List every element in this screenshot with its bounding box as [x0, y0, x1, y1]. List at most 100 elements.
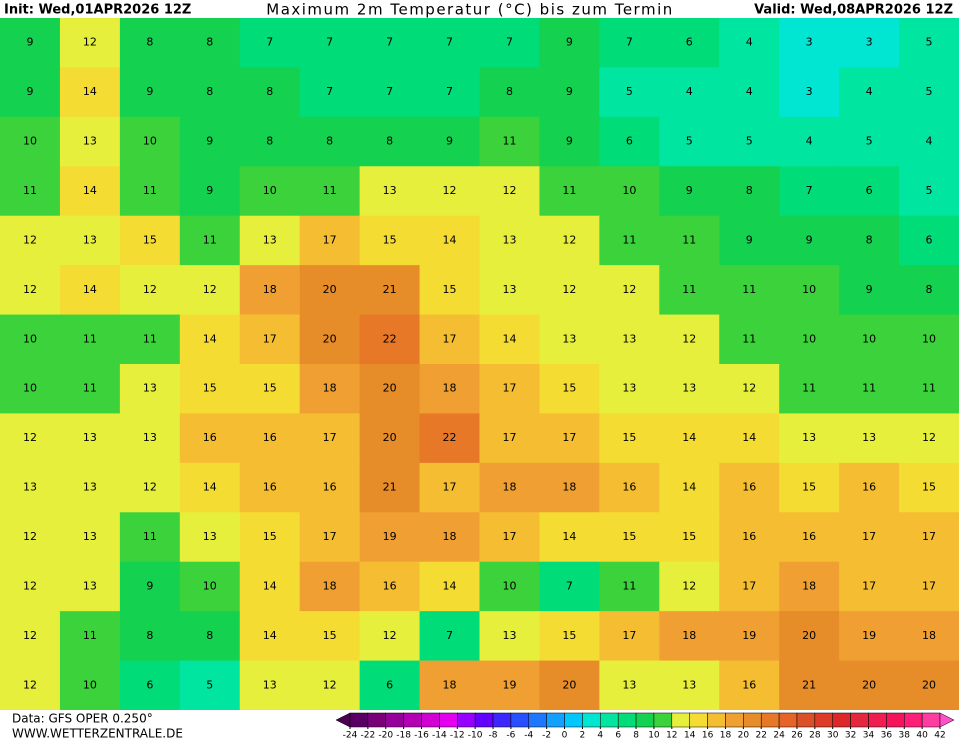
temperature-cell [59, 116, 121, 167]
colorbar-bin [492, 712, 512, 728]
temperature-cell [419, 611, 480, 662]
colorbar-tick-label: 36 [881, 731, 893, 741]
temperature-cell [659, 364, 720, 414]
temperature-cell [239, 18, 301, 68]
temperature-value: 8 [206, 36, 213, 49]
temperature-cell [599, 314, 660, 365]
temperature-cell [599, 18, 660, 68]
temperature-cell [59, 215, 121, 266]
temperature-cell [779, 611, 840, 662]
temperature-value: 22 [383, 332, 397, 345]
temperature-value: 9 [446, 135, 453, 148]
colorbar-bin [743, 712, 762, 728]
temperature-value: 20 [323, 332, 337, 345]
temperature-cell [59, 314, 121, 365]
temperature-value: 14 [83, 85, 97, 98]
temperature-value: 13 [83, 233, 97, 246]
temperature-value: 14 [682, 481, 696, 494]
temperature-cell [59, 660, 121, 711]
temperature-cell [899, 611, 959, 662]
temperature-value: 3 [866, 36, 873, 49]
colorbar-tick-label: -12 [450, 731, 465, 741]
colorbar-tick-label: 22 [755, 731, 766, 741]
temperature-cell [119, 611, 181, 662]
temperature-cell [719, 561, 780, 612]
temperature-value: 7 [506, 36, 513, 49]
temperature-cell [299, 512, 361, 563]
colorbar-bin [903, 712, 923, 728]
temperature-cell [779, 561, 840, 612]
temperature-value: 17 [622, 629, 636, 642]
temperature-cell [0, 364, 61, 414]
temperature-value: 8 [266, 135, 273, 148]
temperature-value: 16 [383, 579, 397, 592]
data-source: Data: GFS OPER 0.250° [12, 712, 153, 726]
temperature-value: 13 [682, 678, 696, 691]
temperature-value: 5 [626, 85, 633, 98]
temperature-value: 18 [502, 481, 516, 494]
temperature-cell [719, 660, 780, 711]
temperature-value: 13 [83, 481, 97, 494]
temperature-value: 5 [866, 135, 873, 148]
temperature-value: 5 [206, 678, 213, 691]
temperature-value: 22 [443, 431, 457, 444]
temperature-value: 9 [566, 85, 573, 98]
temperature-cell [0, 265, 61, 316]
temperature-cell [599, 611, 660, 662]
temperature-cell [299, 561, 361, 612]
colorbar-bin [921, 712, 941, 728]
temperature-value: 12 [682, 579, 696, 592]
temperature-value: 15 [682, 530, 696, 543]
temperature-value: 17 [443, 481, 457, 494]
temperature-cell [359, 462, 421, 513]
temperature-cell [719, 314, 780, 365]
temperature-value: 16 [263, 431, 277, 444]
temperature-value: 13 [682, 382, 696, 395]
temperature-value: 16 [263, 481, 277, 494]
colorbar-bin [850, 712, 869, 728]
temperature-cell [719, 611, 780, 662]
temperature-cell [239, 265, 301, 316]
temperature-cell [419, 413, 480, 464]
temperature-cell [659, 314, 720, 365]
temperature-value: 14 [203, 481, 217, 494]
temperature-value: 16 [862, 481, 876, 494]
temperature-value: 6 [686, 36, 693, 49]
temperature-cell [359, 265, 421, 316]
temperature-cell [179, 611, 241, 662]
temperature-value: 10 [23, 332, 37, 345]
temperature-value: 8 [386, 135, 393, 148]
temperature-value: 5 [926, 85, 933, 98]
temperature-cell [719, 462, 780, 513]
temperature-value: 13 [622, 382, 636, 395]
temperature-cell [239, 364, 301, 414]
colorbar-tick-label: -8 [489, 731, 498, 741]
colorbar-bin [582, 712, 601, 728]
temperature-value: 4 [686, 85, 693, 98]
temperature-value: 17 [502, 382, 516, 395]
temperature-cell [299, 611, 361, 662]
temperature-cell [239, 561, 301, 612]
temperature-cell [599, 413, 660, 464]
temperature-cell [779, 116, 840, 167]
temperature-cell [839, 512, 900, 563]
temperature-value: 6 [146, 678, 153, 691]
temperature-value: 12 [143, 481, 157, 494]
temperature-cell [659, 413, 720, 464]
temperature-cell [419, 265, 480, 316]
temperature-value: 18 [922, 629, 936, 642]
temperature-cell [779, 67, 840, 118]
temperature-value: 14 [502, 332, 516, 345]
temperature-value: 15 [562, 629, 576, 642]
temperature-value: 9 [146, 579, 153, 592]
temperature-value: 14 [263, 629, 277, 642]
temperature-value: 16 [742, 530, 756, 543]
temperature-cell [719, 265, 780, 316]
temperature-value: 21 [802, 678, 816, 691]
temperature-cell [659, 166, 720, 217]
temperature-value: 18 [263, 283, 277, 296]
temperature-cell [419, 314, 480, 365]
temperature-value: 20 [922, 678, 936, 691]
temperature-value: 10 [83, 678, 97, 691]
temperature-value: 21 [383, 283, 397, 296]
